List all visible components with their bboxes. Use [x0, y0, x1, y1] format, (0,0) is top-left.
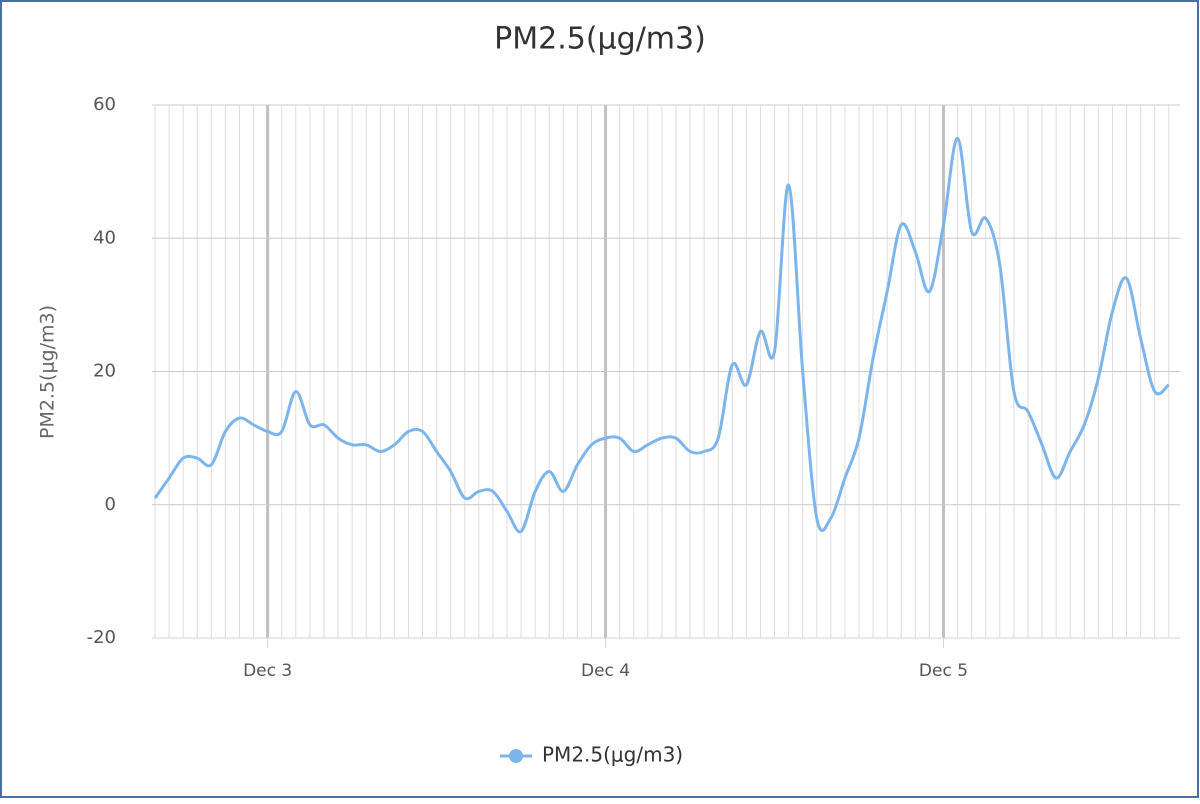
legend-marker [509, 749, 523, 763]
y-tick-label: 0 [105, 494, 116, 515]
y-axis-title: PM2.5(μg/m3) [37, 305, 59, 439]
chart-title: PM2.5(μg/m3) [494, 22, 706, 57]
x-tick-label: Dec 4 [581, 661, 630, 681]
y-tick-label: 40 [93, 227, 116, 248]
y-tick-label: 20 [93, 361, 116, 382]
x-tick-label: Dec 3 [243, 661, 292, 681]
y-tick-label: 60 [93, 94, 116, 115]
y-tick-label: -20 [87, 627, 116, 648]
series-line [153, 136, 1170, 534]
legend-label: PM2.5(μg/m3) [542, 743, 683, 767]
x-tick-label: Dec 5 [919, 661, 968, 681]
